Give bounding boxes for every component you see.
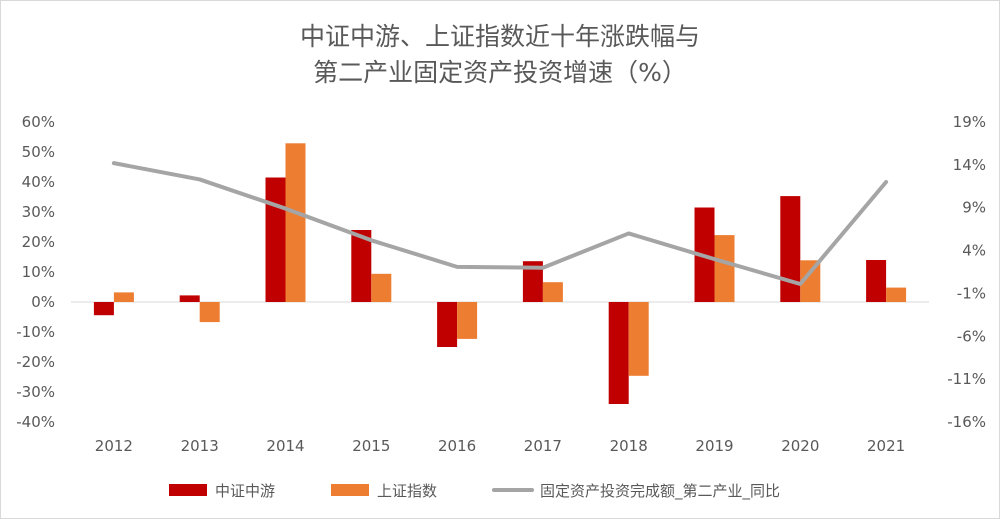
y-right-tick-label: -16% [947,413,986,431]
bar-中证中游-2015 [351,230,372,302]
line-point-2012 [113,162,115,164]
chart-line [111,161,889,286]
bar-中证中游-2013 [179,295,200,302]
y-right-tick-label: 9% [962,199,986,217]
line-point-2015 [370,239,372,241]
bar-中证中游-2012 [93,302,114,316]
y-left-tick-label: -20% [16,353,55,371]
y-left-tick-label: 40% [22,173,55,191]
legend-swatch-上证指数 [331,484,369,496]
y-right-tick-label: -1% [957,284,986,302]
bar-中证中游-2018 [608,302,629,404]
chart-legend: 中证中游 上证指数 固定资产投资完成额_第二产业_同比 [169,482,780,501]
y-right-tick-label: 4% [962,242,986,260]
bar-中证中游-2017 [522,261,543,302]
legend-swatch-中证中游 [169,484,207,496]
line-series [111,161,889,286]
x-tick-label: 2021 [867,437,905,455]
line-point-2020 [799,283,801,285]
bar-中证中游-2020 [780,196,801,302]
line-point-2016 [456,266,458,268]
x-tick-label: 2018 [610,437,648,455]
y-left-tick-label: -10% [16,323,55,341]
bar-上证指数-2017 [542,282,563,302]
bar-上证指数-2018 [628,302,649,376]
line-point-2019 [714,258,715,260]
x-tick-label: 2015 [352,437,390,455]
bar-上证指数-2015 [371,273,392,302]
x-tick-label: 2014 [266,437,304,455]
x-tick-label: 2012 [95,437,133,455]
y-right-tick-label: 14% [953,156,986,174]
line-point-2018 [628,232,630,234]
bar-上证指数-2012 [113,292,134,302]
y-left-tick-label: 20% [22,233,55,251]
bar-上证指数-2019 [714,235,735,302]
y-left-tick-label: 60% [22,113,55,131]
y-right-tick-label: -6% [957,327,986,345]
bar-中证中游-2016 [437,302,458,347]
y-left-tick-label: 0% [31,293,55,311]
y-left-tick-label: -40% [16,413,55,431]
bar-上证指数-2020 [800,260,821,302]
x-tick-label: 2017 [524,437,562,455]
bar-上证指数-2013 [199,302,220,323]
bar-中证中游-2021 [866,260,887,302]
chart-title-line: 中证中游、上证指数近十年涨跌幅与 [300,22,700,51]
bar-上证指数-2021 [886,287,907,302]
line-point-2014 [285,208,286,210]
line-point-2017 [542,267,544,269]
y-right-tick-label: -11% [947,370,986,388]
chart-ticks: 60% 50% 40% 30% 20% 10% 0% -10% -20% -30% -40% 19% 1… [16,113,986,455]
x-tick-label: 2019 [695,437,733,455]
line-point-2021 [885,181,887,183]
legend-label: 固定资产投资完成额_第二产业_同比 [540,482,780,501]
legend-label: 中证中游 [215,482,275,500]
y-left-tick-label: -30% [16,383,55,401]
y-left-tick-label: 30% [22,203,55,221]
bar-中证中游-2014 [265,177,286,302]
y-right-tick-label: 19% [953,113,986,131]
chart-title-line: 第二产业固定资产投资增速（%） [313,58,687,87]
x-tick-label: 2020 [781,437,819,455]
bar-上证指数-2016 [457,302,478,339]
chart-bars [93,143,907,404]
x-tick-label: 2016 [438,437,476,455]
y-left-tick-label: 10% [22,263,55,281]
legend-label: 上证指数 [377,482,437,500]
y-left-tick-label: 50% [22,143,55,161]
line-point-2013 [199,178,201,180]
x-tick-label: 2013 [181,437,219,455]
bar-上证指数-2014 [285,143,306,302]
